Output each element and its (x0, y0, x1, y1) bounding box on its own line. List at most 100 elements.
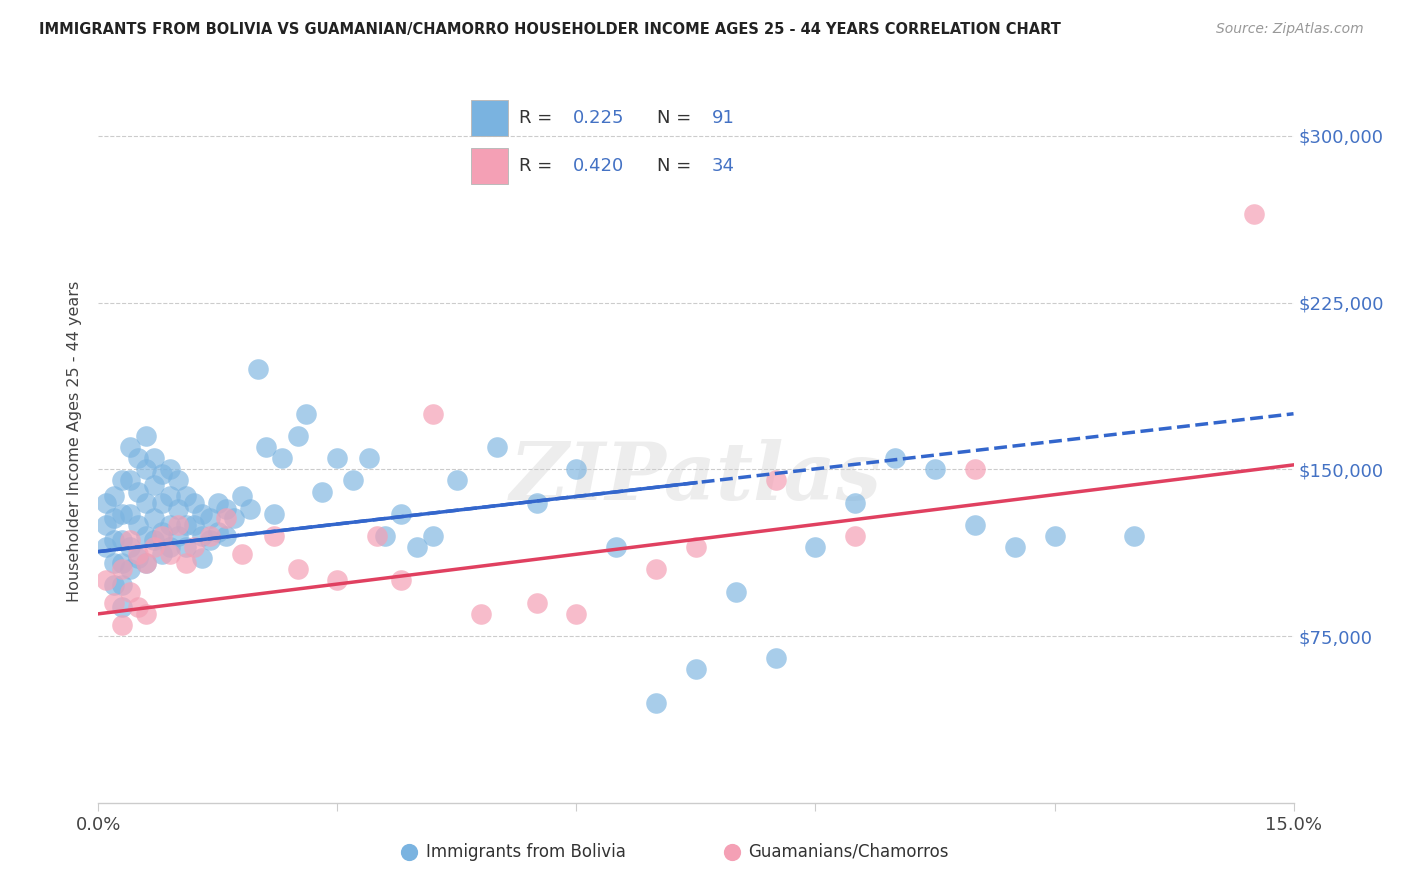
Point (485, 440, 508, 454)
Point (422, 529, 444, 543)
Point (96, 540, 118, 554)
Point (239, 502, 262, 516)
Point (183, 517, 205, 532)
Point (174, 556, 197, 570)
Point (159, 489, 181, 503)
Point (685, 662, 707, 676)
Point (311, 484, 333, 499)
Point (135, 556, 157, 570)
Point (446, 474, 468, 488)
Point (111, 507, 134, 521)
Point (963, 517, 986, 532)
Point (645, 696, 668, 710)
Point (183, 496, 205, 510)
Point (207, 496, 229, 510)
Point (150, 529, 173, 543)
Text: Guamanians/Chamorros: Guamanians/Chamorros (748, 843, 949, 861)
Point (526, 496, 548, 510)
Point (924, 462, 946, 476)
Point (135, 429, 157, 443)
Point (127, 600, 149, 615)
Point (470, 607, 492, 621)
Point (326, 451, 349, 466)
Point (167, 529, 190, 543)
Point (120, 540, 142, 554)
Point (844, 529, 866, 543)
Point (159, 540, 181, 554)
Point (167, 517, 190, 532)
Point (183, 540, 205, 554)
Point (143, 533, 166, 548)
Point (422, 407, 444, 421)
Point (359, 451, 381, 466)
Point (111, 474, 134, 488)
Point (1004, 540, 1026, 554)
Y-axis label: Householder Income Ages 25 - 44 years: Householder Income Ages 25 - 44 years (67, 281, 83, 602)
Point (143, 540, 166, 554)
Point (159, 547, 181, 561)
Point (111, 562, 134, 576)
Point (724, 584, 747, 599)
Point (135, 496, 157, 510)
Point (174, 489, 197, 503)
Point (143, 451, 166, 466)
Point (150, 547, 173, 561)
Text: ZIPatlas: ZIPatlas (510, 439, 882, 516)
Point (127, 484, 149, 499)
Point (120, 440, 142, 454)
Point (215, 511, 238, 525)
Point (884, 451, 907, 466)
Point (215, 502, 238, 516)
Point (111, 578, 134, 592)
Point (127, 551, 149, 566)
Point (150, 467, 173, 481)
Point (111, 533, 134, 548)
Point (174, 540, 197, 554)
Point (135, 529, 157, 543)
Point (143, 511, 166, 525)
Point (198, 511, 221, 525)
Point (263, 507, 285, 521)
Point (222, 511, 245, 525)
Point (135, 556, 157, 570)
Point (389, 507, 412, 521)
Point (150, 496, 173, 510)
Point (111, 600, 134, 615)
Point (198, 533, 221, 548)
Point (103, 511, 125, 525)
Point (685, 540, 707, 554)
Point (294, 407, 316, 421)
Point (159, 517, 181, 532)
Point (120, 474, 142, 488)
Text: Immigrants from Bolivia: Immigrants from Bolivia (426, 843, 626, 861)
Point (1043, 529, 1066, 543)
Point (804, 540, 827, 554)
Point (287, 429, 309, 443)
Point (526, 596, 548, 610)
Point (103, 489, 125, 503)
Point (96, 574, 118, 588)
Point (287, 562, 309, 576)
Point (765, 651, 787, 665)
Point (143, 478, 166, 492)
Point (120, 507, 142, 521)
Point (120, 584, 142, 599)
Point (605, 540, 627, 554)
Point (207, 524, 229, 539)
Point (174, 517, 197, 532)
Point (215, 529, 238, 543)
Point (565, 607, 588, 621)
Point (127, 451, 149, 466)
Point (326, 574, 349, 588)
Point (111, 556, 134, 570)
Point (374, 529, 396, 543)
Point (645, 562, 668, 576)
Text: IMMIGRANTS FROM BOLIVIA VS GUAMANIAN/CHAMORRO HOUSEHOLDER INCOME AGES 25 - 44 YE: IMMIGRANTS FROM BOLIVIA VS GUAMANIAN/CHA… (39, 22, 1062, 37)
Point (1243, 207, 1265, 221)
Point (406, 540, 429, 554)
Point (231, 547, 253, 561)
Point (167, 502, 190, 516)
Point (263, 529, 285, 543)
Text: Source: ZipAtlas.com: Source: ZipAtlas.com (1216, 22, 1364, 37)
Point (254, 440, 277, 454)
